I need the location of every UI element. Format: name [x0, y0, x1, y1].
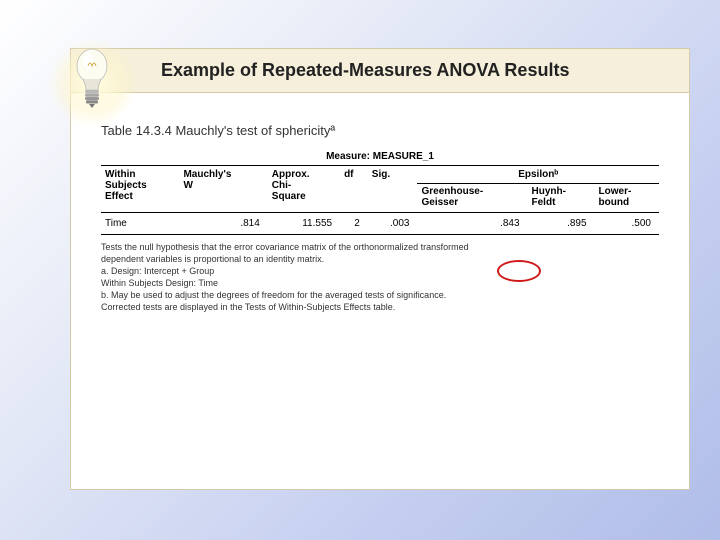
col-epsilon: Epsilonᵇ [417, 165, 659, 183]
cell-hf: .895 [528, 212, 595, 234]
mauchly-table: Measure: MEASURE_1 Within Subjects Effec… [101, 148, 659, 235]
footnote-line: b. May be used to adjust the degrees of … [101, 289, 659, 301]
col-df: df [340, 165, 368, 212]
cell-lb: .500 [595, 212, 659, 234]
cell-gg: .843 [417, 212, 527, 234]
table-row: Time .814 11.555 2 .003 .843 .895 .500 [101, 212, 659, 234]
cell-w: .814 [179, 212, 267, 234]
title-bar: Example of Repeated-Measures ANOVA Resul… [71, 49, 689, 93]
table-caption: Table 14.3.4 Mauchly's test of sphericit… [101, 123, 659, 138]
col-chi: Approx. Chi- Square [268, 165, 340, 212]
footnotes: Tests the null hypothesis that the error… [101, 241, 659, 314]
col-lb: Lower- bound [595, 183, 659, 212]
footnote-line: Corrected tests are displayed in the Tes… [101, 301, 659, 313]
slide-panel: Example of Repeated-Measures ANOVA Resul… [70, 48, 690, 490]
footnote-line: a. Design: Intercept + Group [101, 265, 659, 277]
col-hf: Huynh- Feldt [528, 183, 595, 212]
cell-effect: Time [101, 212, 179, 234]
col-gg: Greenhouse- Geisser [417, 183, 527, 212]
slide-title: Example of Repeated-Measures ANOVA Resul… [161, 59, 599, 82]
col-sig: Sig. [368, 165, 418, 212]
measure-label: Measure: MEASURE_1 [101, 148, 659, 166]
cell-chi: 11.555 [268, 212, 340, 234]
col-effect: Within Subjects Effect [101, 165, 179, 212]
cell-sig: .003 [368, 212, 418, 234]
footnote-line: Within Subjects Design: Time [101, 277, 659, 289]
col-w: Mauchly's W [179, 165, 267, 212]
table-container: Table 14.3.4 Mauchly's test of sphericit… [71, 93, 689, 324]
footnote-line: Tests the null hypothesis that the error… [101, 241, 659, 253]
cell-df: 2 [340, 212, 368, 234]
footnote-line: dependent variables is proportional to a… [101, 253, 659, 265]
lightbulb-icon [48, 38, 138, 128]
